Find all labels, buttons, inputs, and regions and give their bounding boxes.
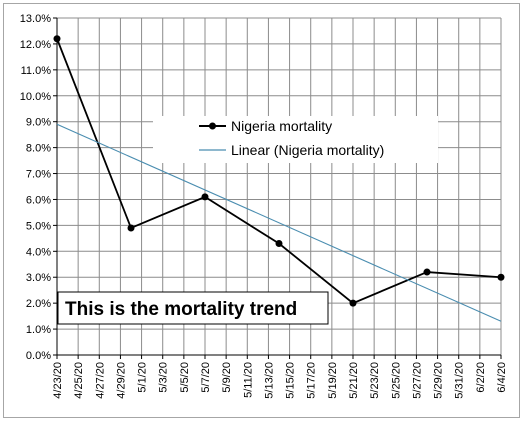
x-tick-label: 4/25/20 xyxy=(73,362,85,399)
data-point xyxy=(201,193,209,201)
y-tick-label: 9.0% xyxy=(26,117,51,129)
legend-box xyxy=(153,116,438,163)
legend-label-series-2: Linear (Nigeria mortality) xyxy=(231,142,384,158)
y-tick-label: 7.0% xyxy=(26,169,51,181)
data-point xyxy=(349,299,357,307)
data-point xyxy=(497,273,505,281)
y-tick-label: 1.0% xyxy=(26,324,51,336)
legend: Nigeria mortality Linear (Nigeria mortal… xyxy=(153,116,438,163)
legend-marker-series-1 xyxy=(209,122,216,130)
y-tick-label: 5.0% xyxy=(26,220,51,232)
gridlines xyxy=(57,17,502,355)
data-point xyxy=(127,224,135,232)
y-tick-label: 0.0% xyxy=(26,350,51,362)
x-tick-label: 4/23/20 xyxy=(52,362,64,399)
x-tick-label: 6/2/20 xyxy=(475,362,487,393)
x-tick-label: 5/21/20 xyxy=(348,362,360,399)
y-tick-label: 2.0% xyxy=(26,298,51,310)
x-tick-label: 5/3/20 xyxy=(158,362,170,393)
x-tick-label: 5/19/20 xyxy=(327,362,339,399)
x-tick-label: 6/4/20 xyxy=(496,362,508,393)
y-tick-label: 4.0% xyxy=(26,246,51,258)
x-tick-label: 5/1/20 xyxy=(137,362,149,393)
y-tick-label: 8.0% xyxy=(26,143,51,155)
x-tick-label: 5/17/20 xyxy=(306,362,318,399)
x-tick-label: 5/23/20 xyxy=(369,362,381,399)
x-tick-label: 5/31/20 xyxy=(454,362,466,399)
x-tick-label: 5/25/20 xyxy=(390,362,402,399)
x-tick-label: 5/29/20 xyxy=(433,362,445,399)
x-tick-label: 5/11/20 xyxy=(242,362,254,398)
y-tick-label: 6.0% xyxy=(26,194,51,206)
x-tick-label: 4/29/20 xyxy=(115,362,127,399)
legend-label-series-1: Nigeria mortality xyxy=(231,118,332,134)
data-point xyxy=(423,268,431,276)
y-axis-tick-labels: 0.0% 1.0% 2.0% 3.0% 4.0% 5.0% 6.0% 7.0% 8.0% 9.0%… xyxy=(20,13,51,362)
x-tick-label: 5/7/20 xyxy=(200,362,212,393)
series-layer xyxy=(53,35,505,322)
x-tick-label: 5/27/20 xyxy=(411,362,423,399)
axes xyxy=(53,17,502,359)
x-tick-label: 5/5/20 xyxy=(179,362,191,393)
y-tick-label: 12.0% xyxy=(20,39,51,51)
annotation: This is the mortality trend xyxy=(57,291,329,325)
x-tick-label: 5/9/20 xyxy=(221,362,233,393)
x-axis-tick-labels: 4/23/20 4/25/20 4/27/20 4/29/20 5/1/20 5/3/20… xyxy=(52,362,508,399)
y-tick-label: 10.0% xyxy=(20,91,51,103)
y-tick-label: 3.0% xyxy=(26,272,51,284)
chart-border xyxy=(3,3,520,418)
data-point xyxy=(275,240,283,248)
y-tick-label: 11.0% xyxy=(21,65,52,77)
trendline xyxy=(56,123,502,322)
annotation-text: This is the mortality trend xyxy=(65,299,297,320)
x-tick-label: 5/15/20 xyxy=(285,362,297,399)
data-point xyxy=(53,35,61,43)
y-tick-label: 13.0% xyxy=(20,13,51,25)
annotation-box xyxy=(57,291,329,325)
x-tick-label: 4/27/20 xyxy=(94,362,106,399)
x-tick-label: 5/13/20 xyxy=(263,362,275,399)
